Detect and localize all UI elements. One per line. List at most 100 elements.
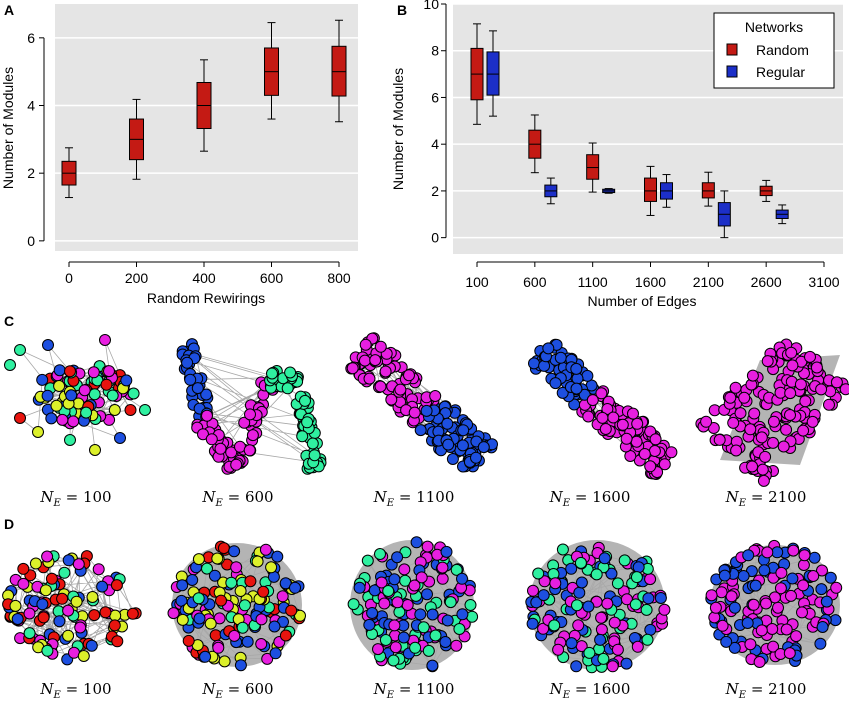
network-node (374, 340, 387, 353)
network-node (230, 561, 243, 574)
network-node (574, 556, 587, 569)
network-node (601, 403, 614, 415)
network-node (308, 449, 321, 462)
network-node (806, 415, 819, 428)
network-node (630, 571, 643, 584)
network-node (785, 346, 798, 359)
panel-b-x-tick-label: 2600 (751, 274, 782, 290)
network-node (814, 637, 827, 650)
network-node (570, 382, 583, 395)
network-node (244, 408, 256, 421)
network-node (259, 543, 272, 556)
network-node (450, 563, 463, 576)
network-node (209, 629, 222, 642)
network-node (14, 344, 26, 356)
ne-label: NE = 1100 (373, 680, 455, 701)
network-node (62, 554, 75, 567)
panel-c: C NE = 100 NE = 600 NE = 1100 NE = 1600 NE =… (4, 313, 849, 509)
network-node (729, 381, 742, 394)
network-node (67, 415, 80, 428)
network-node (369, 354, 382, 367)
network-node (746, 460, 759, 473)
network-node (760, 597, 772, 610)
network-node (807, 570, 820, 582)
network-node (271, 550, 284, 563)
network-node (794, 378, 807, 391)
network-node (552, 643, 565, 656)
network-node (786, 359, 799, 372)
network-node (359, 338, 372, 351)
network-node (767, 415, 780, 428)
network-node (787, 544, 800, 557)
network-node (570, 362, 583, 375)
network-node (528, 357, 540, 370)
network-node (724, 391, 737, 404)
network-node (728, 601, 741, 614)
network-node (176, 579, 189, 592)
network-node (537, 622, 550, 635)
network-node (96, 580, 109, 593)
network-node (627, 407, 639, 420)
network-node (526, 617, 539, 630)
network-node (276, 590, 289, 603)
network-node (379, 634, 392, 646)
network-node (200, 388, 213, 401)
network-node (417, 621, 430, 634)
network-node (774, 582, 787, 595)
network-node (204, 617, 217, 630)
network-d-100 (2, 550, 142, 666)
network-node (99, 606, 112, 619)
network-node (110, 579, 123, 592)
ne-label: NE = 1600 (549, 680, 631, 701)
panel-a-y-tick-label: 2 (27, 165, 35, 181)
network-node (816, 621, 829, 633)
panel-c-letter: C (4, 313, 14, 329)
network-node (734, 407, 747, 420)
network-node (575, 576, 588, 589)
network-node (820, 595, 833, 608)
network-node (92, 563, 105, 576)
network-node (53, 615, 66, 628)
network-node (56, 592, 69, 605)
panel-b-x-tick-label: 3100 (808, 274, 839, 290)
network-node (439, 636, 452, 648)
network-node (556, 543, 569, 556)
network-c-1600 (528, 338, 678, 480)
network-node (644, 623, 657, 636)
network-node (532, 567, 545, 580)
network-node (453, 623, 466, 635)
network-c-2100 (695, 338, 849, 487)
network-node (238, 416, 251, 429)
network-node (285, 604, 298, 617)
network-node (284, 366, 297, 379)
network-node (208, 569, 221, 582)
network-node (255, 638, 268, 650)
network-c-1100 (345, 332, 498, 473)
network-node (586, 394, 599, 407)
network-node (306, 437, 319, 450)
network-node (440, 545, 453, 558)
network-node (542, 342, 555, 355)
network-node (530, 596, 543, 609)
network-node (436, 561, 449, 574)
network-node (565, 562, 578, 575)
network-node (65, 389, 78, 402)
network-node (742, 549, 755, 562)
network-node (363, 618, 376, 631)
network-node (537, 589, 550, 602)
network-node (17, 562, 30, 575)
network-node (582, 410, 595, 423)
network-node (780, 623, 793, 636)
network-node (64, 365, 76, 378)
network-node (201, 562, 213, 575)
legend-swatch-random (726, 43, 738, 56)
network-node (265, 561, 278, 574)
network-node (62, 629, 75, 642)
network-d-2100 (705, 539, 843, 668)
network-node (387, 654, 400, 667)
network-node (654, 592, 667, 604)
network-node (124, 404, 137, 416)
network-node (99, 334, 111, 346)
panel-a-y-tick-label: 6 (27, 30, 35, 46)
network-node (728, 641, 741, 654)
